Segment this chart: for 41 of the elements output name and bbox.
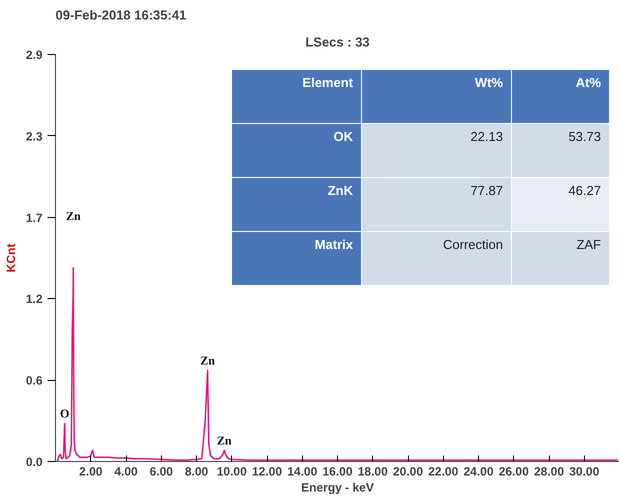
x-tick-label: 2.00 [79, 464, 103, 478]
x-tick-label: 16.00 [322, 464, 353, 478]
annotation: Correction [362, 232, 512, 286]
annotation: 77.87 [362, 178, 512, 232]
annotation: 22.13 [362, 124, 512, 178]
x-tick-label: 8.00 [184, 464, 209, 478]
annotation: At% [512, 70, 610, 124]
chart-title: 09-Feb-2018 16:35:41 [56, 8, 186, 22]
x-tick-label: 18.00 [358, 464, 388, 478]
x-tick-label: 4.00 [114, 464, 138, 478]
x-tick-label: 10.00 [216, 464, 248, 478]
annotation: Zn [200, 353, 216, 368]
x-axis-title: Energy - keV [301, 480, 374, 494]
y-axis-title: KCnt [4, 244, 18, 272]
annotation: O [60, 406, 70, 421]
annotation: Zn [216, 433, 232, 448]
annotation: Matrix [232, 232, 362, 286]
y-tick-label: 0.0 [26, 455, 43, 469]
y-tick-label: 0.6 [26, 374, 43, 388]
x-tick-label: 14.00 [287, 464, 318, 478]
x-tick-label: 26.00 [498, 464, 530, 478]
x-tick-label: 20.00 [392, 464, 424, 478]
y-tick-label: 2.3 [26, 129, 43, 144]
annotation: OK [232, 124, 362, 178]
annotation: ZnK [232, 178, 362, 232]
annotation: 46.27 [512, 178, 610, 232]
x-tick-label: 6.00 [150, 464, 174, 478]
y-tick-label: 1.7 [26, 210, 43, 225]
annotation: Element [232, 70, 362, 124]
chart-subtitle: LSecs : 33 [305, 34, 370, 50]
annotation: Wt% [362, 70, 512, 124]
annotation: Zn [66, 208, 81, 223]
x-tick-label: 28.00 [534, 464, 564, 478]
x-tick-label: 22.00 [428, 464, 459, 478]
annotation: 53.73 [512, 124, 610, 178]
annotation: ZAF [512, 232, 610, 286]
x-tick-label: 12.00 [252, 464, 282, 478]
x-tick-label: 24.00 [463, 464, 494, 478]
y-tick-label: 1.2 [26, 292, 43, 306]
y-tick-label: 2.9 [26, 48, 43, 62]
x-tick-label: 30.00 [569, 464, 600, 478]
